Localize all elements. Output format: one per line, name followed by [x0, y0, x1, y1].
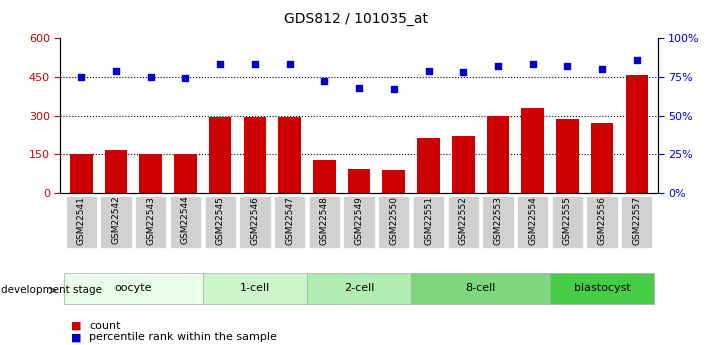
- Text: GSM22543: GSM22543: [146, 196, 155, 245]
- Text: GSM22553: GSM22553: [493, 196, 503, 245]
- Text: GSM22544: GSM22544: [181, 196, 190, 245]
- Point: [319, 79, 330, 84]
- Text: GSM22557: GSM22557: [632, 196, 641, 245]
- Text: GDS812 / 101035_at: GDS812 / 101035_at: [284, 12, 427, 26]
- FancyBboxPatch shape: [413, 196, 444, 248]
- Bar: [417, 138, 440, 193]
- FancyBboxPatch shape: [274, 196, 305, 248]
- FancyBboxPatch shape: [378, 196, 410, 248]
- Bar: [556, 119, 579, 193]
- Text: blastocyst: blastocyst: [574, 283, 631, 293]
- Bar: [244, 117, 266, 193]
- Bar: [383, 170, 405, 193]
- Point: [458, 69, 469, 75]
- Bar: [521, 108, 544, 193]
- Point: [631, 57, 643, 62]
- Bar: [105, 150, 127, 193]
- Bar: [139, 154, 162, 193]
- FancyBboxPatch shape: [240, 196, 270, 248]
- Text: 1-cell: 1-cell: [240, 283, 270, 293]
- FancyBboxPatch shape: [411, 273, 550, 304]
- FancyBboxPatch shape: [552, 196, 583, 248]
- Point: [145, 74, 156, 79]
- Text: ■: ■: [71, 321, 82, 331]
- FancyBboxPatch shape: [309, 196, 340, 248]
- Point: [527, 61, 538, 67]
- Text: GSM22548: GSM22548: [320, 196, 328, 245]
- Bar: [591, 123, 614, 193]
- Text: 8-cell: 8-cell: [466, 283, 496, 293]
- Bar: [313, 159, 336, 193]
- FancyBboxPatch shape: [482, 196, 513, 248]
- Point: [75, 74, 87, 79]
- Bar: [209, 117, 232, 193]
- Text: GSM22549: GSM22549: [355, 196, 363, 245]
- Text: GSM22550: GSM22550: [390, 196, 398, 245]
- FancyBboxPatch shape: [343, 196, 375, 248]
- Bar: [70, 154, 92, 193]
- Point: [492, 63, 503, 69]
- Bar: [452, 136, 474, 193]
- Text: oocyte: oocyte: [114, 283, 152, 293]
- Text: percentile rank within the sample: percentile rank within the sample: [89, 333, 277, 342]
- Text: GSM22547: GSM22547: [285, 196, 294, 245]
- Text: 2-cell: 2-cell: [344, 283, 374, 293]
- Bar: [348, 169, 370, 193]
- FancyBboxPatch shape: [135, 196, 166, 248]
- FancyBboxPatch shape: [621, 196, 653, 248]
- Text: ■: ■: [71, 333, 82, 342]
- Bar: [174, 155, 197, 193]
- Text: GSM22555: GSM22555: [563, 196, 572, 245]
- Bar: [278, 117, 301, 193]
- FancyBboxPatch shape: [170, 196, 201, 248]
- Text: GSM22554: GSM22554: [528, 196, 538, 245]
- FancyBboxPatch shape: [587, 196, 618, 248]
- FancyBboxPatch shape: [203, 273, 307, 304]
- Point: [180, 76, 191, 81]
- Point: [353, 85, 365, 90]
- Point: [562, 63, 573, 69]
- Point: [423, 68, 434, 73]
- Text: GSM22542: GSM22542: [112, 196, 120, 245]
- Point: [284, 61, 295, 67]
- Text: GSM22551: GSM22551: [424, 196, 433, 245]
- FancyBboxPatch shape: [205, 196, 236, 248]
- FancyBboxPatch shape: [448, 196, 479, 248]
- FancyBboxPatch shape: [65, 196, 97, 248]
- Text: count: count: [89, 321, 120, 331]
- FancyBboxPatch shape: [517, 196, 548, 248]
- Bar: [626, 76, 648, 193]
- FancyBboxPatch shape: [550, 273, 654, 304]
- Text: GSM22545: GSM22545: [215, 196, 225, 245]
- FancyBboxPatch shape: [307, 273, 411, 304]
- Text: GSM22546: GSM22546: [250, 196, 260, 245]
- Point: [249, 61, 260, 67]
- FancyBboxPatch shape: [100, 196, 132, 248]
- Point: [388, 86, 400, 92]
- Text: GSM22541: GSM22541: [77, 196, 86, 245]
- Point: [597, 66, 608, 72]
- Bar: [486, 116, 509, 193]
- Point: [110, 68, 122, 73]
- Text: GSM22556: GSM22556: [598, 196, 606, 245]
- Text: development stage: development stage: [1, 286, 102, 295]
- FancyBboxPatch shape: [64, 273, 203, 304]
- Text: GSM22552: GSM22552: [459, 196, 468, 245]
- Point: [215, 61, 226, 67]
